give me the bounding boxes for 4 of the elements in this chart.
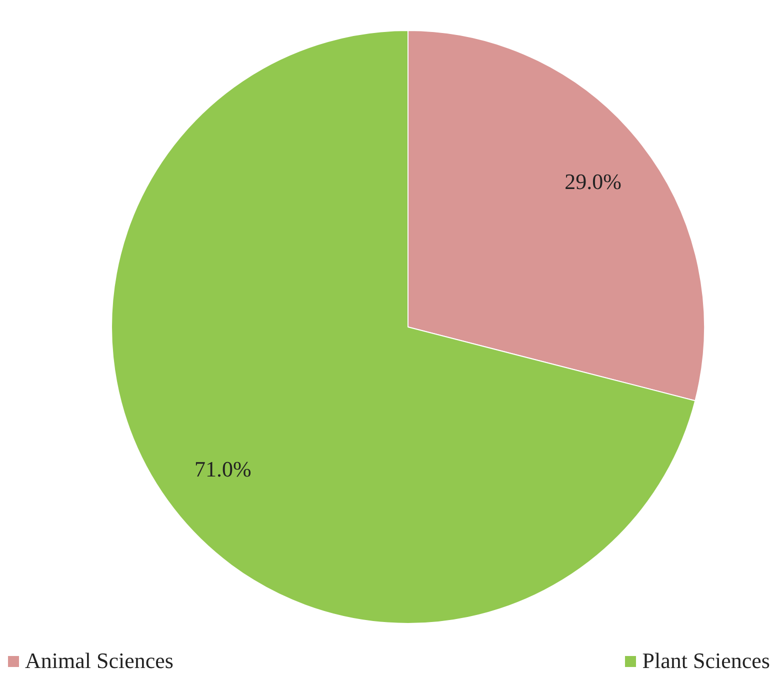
data-label: 29.0%	[564, 169, 622, 194]
legend-label: Animal Sciences	[25, 648, 174, 674]
data-label: 71.0%	[194, 456, 252, 482]
legend-label: Plant Sciences	[642, 648, 770, 674]
